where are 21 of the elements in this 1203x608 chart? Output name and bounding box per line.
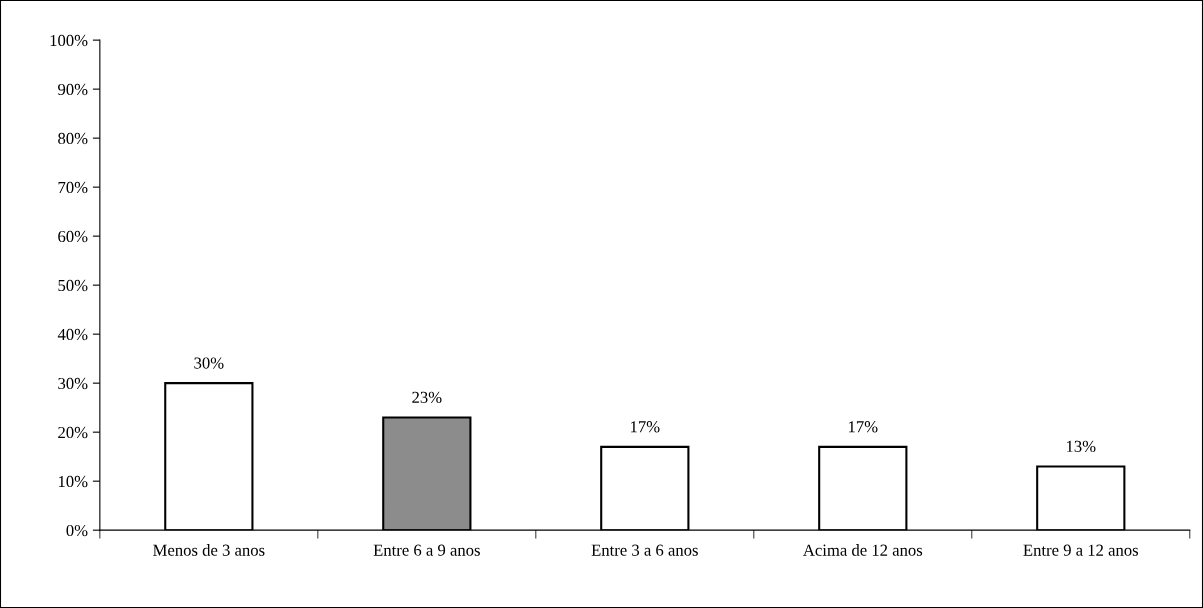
y-tick-label: 100% — [50, 34, 88, 47]
y-tick-label: 70% — [58, 181, 88, 194]
y-tick-label: 80% — [58, 132, 88, 145]
x-tick-label: Acima de 12 anos — [803, 544, 923, 556]
data-label: 17% — [848, 421, 878, 433]
y-tick-label: 40% — [57, 328, 88, 341]
y-tick-label: 10% — [58, 475, 88, 488]
data-label: 30% — [194, 357, 224, 369]
x-tick-label: Entre 9 a 12 anos — [1023, 544, 1139, 556]
y-tick-label: 20% — [58, 426, 88, 439]
x-tick-label: Menos de 3 anos — [153, 544, 265, 556]
data-label: 23% — [412, 391, 442, 404]
data-label: 13% — [1066, 440, 1096, 453]
x-tick-label: Entre 3 a 6 anos — [591, 544, 698, 556]
y-tick-label: 0% — [66, 524, 88, 537]
data-label: 17% — [631, 421, 660, 433]
y-tick-label: 90% — [58, 83, 88, 96]
y-tick-label: 50% — [58, 279, 88, 292]
y-tick-label: 60% — [58, 230, 88, 243]
x-tick-label: Entre 6 a 9 anos — [373, 544, 480, 556]
y-tick-label: 30% — [58, 377, 88, 390]
